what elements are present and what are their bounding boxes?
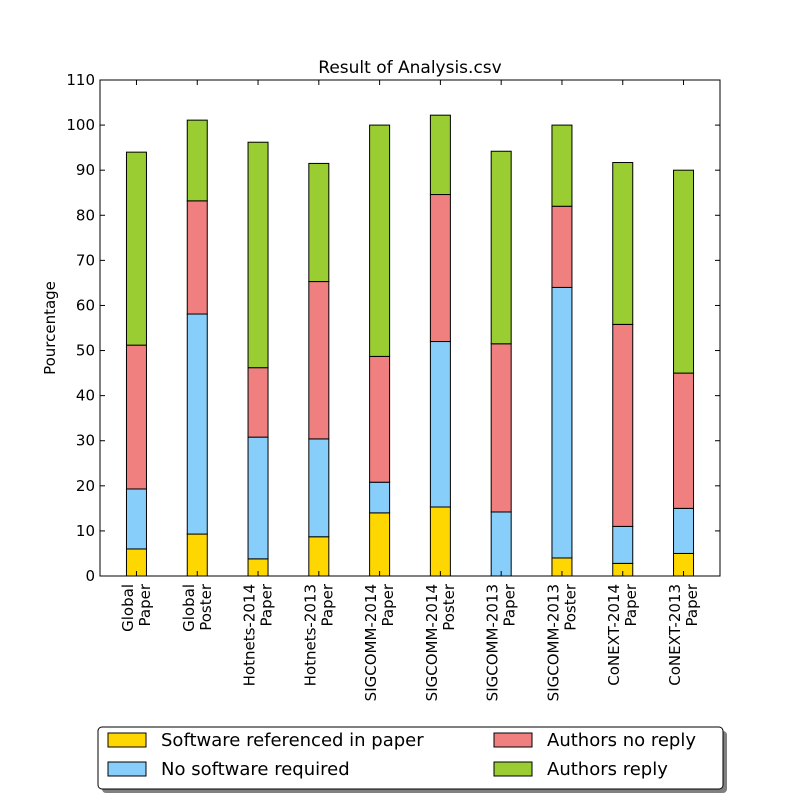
- x-tick-label-line: Paper: [136, 583, 154, 626]
- bar-segment: [186, 313, 208, 535]
- bar-segment: [551, 124, 573, 207]
- bar-segment: [551, 205, 573, 288]
- bar-segment: [551, 286, 573, 559]
- bar-segment: [490, 150, 512, 345]
- bar-segment: [612, 162, 634, 325]
- bar-segment: [247, 367, 269, 438]
- y-tick-label: 70: [76, 251, 95, 269]
- x-tick-label-line: SIGCOMM-2014: [362, 584, 380, 701]
- x-tick-label: CoNEXT-2014 Paper: [605, 583, 640, 686]
- bar-segment: [490, 343, 512, 513]
- x-tick-label: SIGCOMM-2014 Poster: [423, 583, 458, 701]
- bar-segment: [429, 506, 451, 577]
- x-tick-label: SIGCOMM-2013 Poster: [544, 583, 579, 701]
- bar-segment: [369, 355, 391, 483]
- bars-layer: [125, 114, 695, 577]
- x-tick-label: SIGCOMM-2014 Paper: [362, 583, 397, 701]
- x-tick-label-line: SIGCOMM-2014: [423, 584, 441, 701]
- x-tick-label-line: CoNEXT-2014: [605, 584, 623, 686]
- y-axis-ticks: 0 10 20 30 40 50 60 70 80 90 100 110: [66, 71, 720, 585]
- bar-segment: [186, 200, 208, 315]
- bar-segment: [612, 525, 634, 564]
- bar-segment: [612, 323, 634, 527]
- x-tick-label: SIGCOMM-2013 Paper: [484, 583, 519, 701]
- legend-box: [97, 726, 724, 790]
- bar-segment: [247, 436, 269, 560]
- bar-segment: [125, 151, 147, 346]
- x-axis-ticks: Global Paper Global Poster Hotnets-2014 Paper…: [119, 80, 701, 701]
- legend-label: No software required: [161, 759, 350, 780]
- y-tick-label: 0: [85, 567, 95, 585]
- x-tick-label-line: Paper: [318, 583, 336, 626]
- y-tick-label: 110: [66, 71, 95, 89]
- x-tick-label-line: Poster: [561, 583, 579, 631]
- bar-segment: [429, 341, 451, 508]
- y-tick-label: 20: [76, 477, 95, 495]
- bar-segment: [429, 194, 451, 343]
- x-tick-label: Global Poster: [180, 583, 215, 632]
- x-tick-label-line: Hotnets-2013: [301, 584, 319, 686]
- x-tick-label-line: CoNEXT-2013: [666, 584, 684, 686]
- x-tick-label-line: Global: [119, 584, 137, 632]
- x-tick-label: Hotnets-2014 Paper: [241, 583, 276, 686]
- bar-segment: [369, 124, 391, 357]
- y-tick-label: 60: [76, 296, 95, 314]
- bar-segment: [247, 141, 269, 369]
- bar-segment: [125, 344, 147, 490]
- x-tick-label-line: Hotnets-2014: [241, 584, 259, 686]
- legend-swatch: [107, 761, 147, 777]
- x-tick-label-line: SIGCOMM-2013: [544, 584, 562, 701]
- x-tick-label-line: Global: [180, 584, 198, 632]
- bar-segment: [308, 162, 330, 283]
- bar-segment: [673, 507, 695, 554]
- y-tick-label: 50: [76, 342, 95, 360]
- bar-segment: [673, 169, 695, 374]
- bar-segment: [186, 533, 208, 577]
- legend-swatch: [493, 732, 533, 748]
- x-tick-label-line: Paper: [501, 583, 519, 626]
- bar-segment: [369, 481, 391, 514]
- bar-segment: [369, 512, 391, 577]
- bar-segment: [308, 438, 330, 538]
- legend-label: Authors reply: [547, 759, 668, 780]
- x-tick-label: Hotnets-2013 Paper: [301, 583, 336, 686]
- bar-segment: [308, 536, 330, 577]
- x-tick-label-line: Poster: [440, 583, 458, 631]
- x-tick-label-line: SIGCOMM-2013: [484, 584, 502, 701]
- x-tick-label-line: Paper: [622, 583, 640, 626]
- x-tick-label-line: Paper: [683, 583, 701, 626]
- y-tick-label: 90: [76, 161, 95, 179]
- plot-area-frame: [99, 79, 721, 577]
- chart-title: Result of Analysis.csv: [318, 58, 501, 78]
- legend-label: Software referenced in paper: [161, 730, 424, 751]
- bar-segment: [490, 511, 512, 577]
- legend-items: Software referenced in paper No software …: [107, 730, 696, 780]
- bar-segment: [308, 281, 330, 440]
- x-tick-label: CoNEXT-2013 Paper: [666, 583, 701, 686]
- y-tick-label: 30: [76, 432, 95, 450]
- x-tick-label-line: Paper: [258, 583, 276, 626]
- legend-swatch: [493, 761, 533, 777]
- bar-segment: [125, 488, 147, 550]
- y-axis-label: Pourcentage: [41, 281, 59, 375]
- bar-segment: [429, 114, 451, 196]
- legend-swatch: [107, 732, 147, 748]
- bar-segment: [186, 119, 208, 202]
- bar-segment: [673, 372, 695, 509]
- y-tick-label: 40: [76, 387, 95, 405]
- legend-label: Authors no reply: [547, 730, 696, 751]
- x-tick-label: Global Paper: [119, 583, 154, 632]
- x-tick-label-line: Poster: [197, 583, 215, 631]
- legend: Software referenced in paper No software …: [97, 726, 727, 793]
- y-tick-label: 80: [76, 206, 95, 224]
- x-tick-label-line: Paper: [379, 583, 397, 626]
- y-tick-label: 100: [66, 116, 95, 134]
- y-tick-label: 10: [76, 522, 95, 540]
